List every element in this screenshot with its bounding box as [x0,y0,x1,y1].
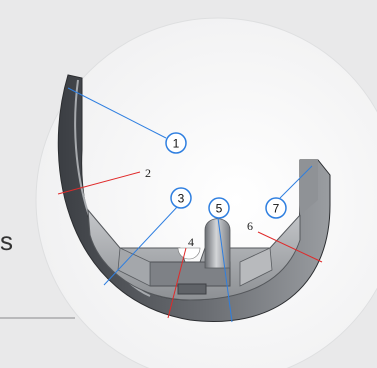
leader-lines [57,87,323,323]
svg-text:3: 3 [178,192,185,206]
svg-text:2: 2 [145,166,151,180]
callout-1: 1 [165,132,187,154]
svg-text:6: 6 [247,219,253,233]
svg-text:7: 7 [273,202,280,216]
leader-line-2 [57,171,141,195]
callout-3: 3 [170,187,192,209]
leader-line-1 [67,87,167,139]
side-text-fragment: s [0,226,13,256]
callout-6: 6 [247,219,253,233]
callout-7: 7 [265,197,287,219]
leader-line-3 [103,205,179,286]
leader-line-6 [257,231,323,263]
bowl-part [57,74,331,322]
callout-5: 5 [208,197,230,219]
svg-text:4: 4 [188,235,194,249]
leader-line-7 [279,165,313,199]
callout-2: 2 [145,166,151,180]
svg-text:5: 5 [216,202,223,216]
callout-4: 4 [188,235,194,249]
leader-line-5 [217,217,233,323]
svg-text:1: 1 [173,137,180,151]
leader-line-4 [167,247,187,319]
